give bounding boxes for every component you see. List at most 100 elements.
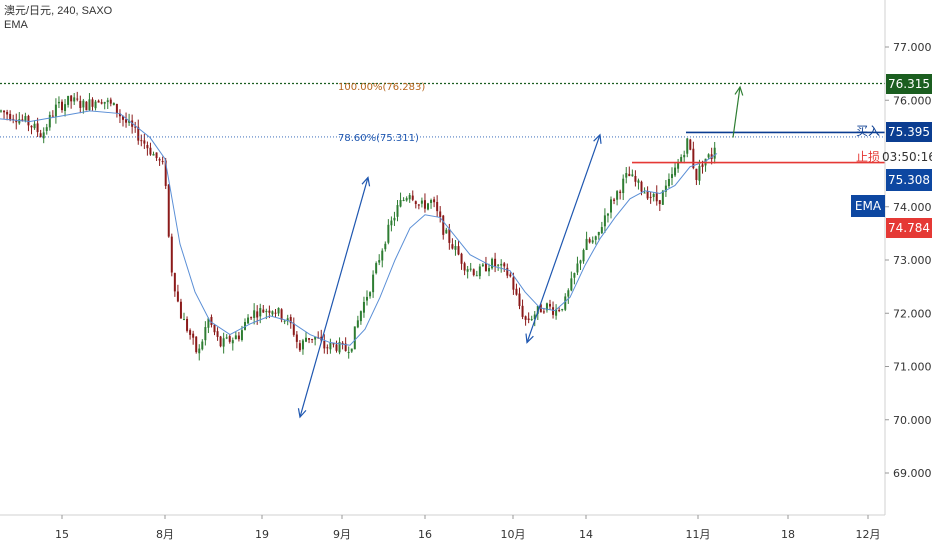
candle-body — [521, 305, 524, 317]
trend-arrow[interactable] — [732, 86, 741, 138]
candle-body — [594, 236, 597, 240]
candle-body — [118, 113, 121, 117]
candle-body — [204, 327, 207, 341]
candle-body — [570, 278, 573, 291]
candle-body — [158, 159, 161, 161]
candle-body — [442, 215, 445, 235]
candle-body — [405, 198, 408, 201]
fib-100-label: 100.00%(76.283) — [338, 82, 425, 93]
candle-body — [542, 311, 545, 313]
candle-body — [515, 288, 518, 295]
candle-body — [494, 258, 497, 267]
candle-body — [454, 246, 457, 250]
candle-body — [628, 173, 631, 177]
candle-body — [420, 200, 423, 204]
chart-header: 澳元/日元, 240, SAXO EMA — [4, 4, 112, 32]
candle-body — [237, 335, 240, 340]
candle-body — [518, 293, 521, 307]
candle-body — [558, 310, 561, 312]
candle-body — [667, 178, 670, 187]
indicator-label[interactable]: EMA — [4, 19, 28, 31]
candle-body — [396, 205, 399, 217]
time-tick-label: 15 — [55, 528, 69, 541]
candle-body — [3, 110, 6, 113]
candle-body — [143, 140, 146, 144]
candle-body — [106, 100, 109, 103]
candle-body — [6, 111, 9, 115]
candle-body — [619, 191, 622, 193]
candle-body — [503, 263, 506, 267]
candle-body — [616, 191, 619, 200]
candle-body — [707, 154, 710, 158]
candle-body — [631, 174, 634, 177]
candle-body — [192, 333, 195, 338]
candle-body — [305, 337, 307, 342]
candle-body — [155, 152, 158, 159]
target-price-badge: 76.315 — [886, 74, 932, 94]
candle-body — [356, 320, 359, 328]
trend-arrow[interactable] — [299, 177, 369, 418]
candle-body — [591, 240, 594, 243]
candle-body — [12, 118, 15, 120]
candle-body — [411, 195, 414, 200]
candle-body — [585, 238, 588, 250]
candle-body — [536, 305, 539, 314]
candle-body — [67, 95, 70, 105]
candle-body — [390, 220, 393, 226]
candle-body — [399, 199, 402, 207]
candle-body — [692, 148, 695, 169]
price-tick-label: 74.000 — [893, 201, 932, 214]
candle-body — [42, 132, 45, 139]
arrow-head — [361, 176, 371, 187]
symbol-name[interactable]: 澳元/日元 — [4, 5, 52, 17]
price-axis[interactable]: 77.00076.00075.00074.00073.00072.00071.0… — [885, 41, 932, 480]
candle-body — [488, 268, 490, 272]
svg-text:03:50:16: 03:50:16 — [882, 150, 932, 164]
candle-body — [164, 160, 167, 186]
candle-body — [283, 320, 286, 322]
candle-body — [460, 253, 463, 264]
time-tick-label: 12月 — [856, 528, 881, 541]
candle-body — [701, 164, 704, 167]
candle-body — [9, 113, 12, 120]
candle-body — [176, 291, 179, 302]
candle-body — [277, 307, 280, 314]
trend-arrow[interactable] — [526, 134, 601, 343]
candle-body — [234, 335, 237, 340]
candle-body — [637, 180, 640, 183]
current-price-badge: 75.308 — [886, 169, 932, 191]
candle-body — [341, 342, 344, 344]
candle-body — [85, 101, 88, 111]
candle-body — [576, 263, 579, 273]
candle-body — [167, 184, 170, 237]
candle-body — [680, 157, 683, 162]
candle-body — [128, 120, 131, 123]
candle-body — [698, 165, 701, 181]
candle-body — [146, 145, 149, 149]
svg-text:74.784: 74.784 — [888, 221, 930, 235]
candle-body — [372, 274, 375, 293]
candle-body — [649, 196, 652, 198]
candle-body — [506, 267, 509, 276]
candle-body — [18, 119, 21, 124]
candle-body — [552, 307, 555, 315]
interval-label[interactable]: 240 — [57, 5, 76, 17]
candle-body — [33, 123, 36, 129]
ema-line — [0, 110, 718, 346]
candle-body — [0, 110, 2, 112]
candle-body — [478, 266, 481, 277]
candle-body — [149, 147, 152, 155]
candle-body — [674, 167, 677, 176]
candle-body — [484, 263, 487, 272]
candle-body — [393, 217, 396, 221]
candle-body — [417, 204, 420, 206]
candle-body — [457, 246, 460, 255]
candle-body — [15, 120, 18, 123]
candle-body — [259, 308, 262, 317]
time-axis[interactable]: 15 8月 19 9月 16 10月 14 11月 18 12月 — [55, 515, 881, 541]
candle-body — [125, 119, 128, 123]
candle-body — [622, 178, 625, 194]
candle-body — [427, 203, 429, 210]
candle-body — [533, 314, 536, 320]
